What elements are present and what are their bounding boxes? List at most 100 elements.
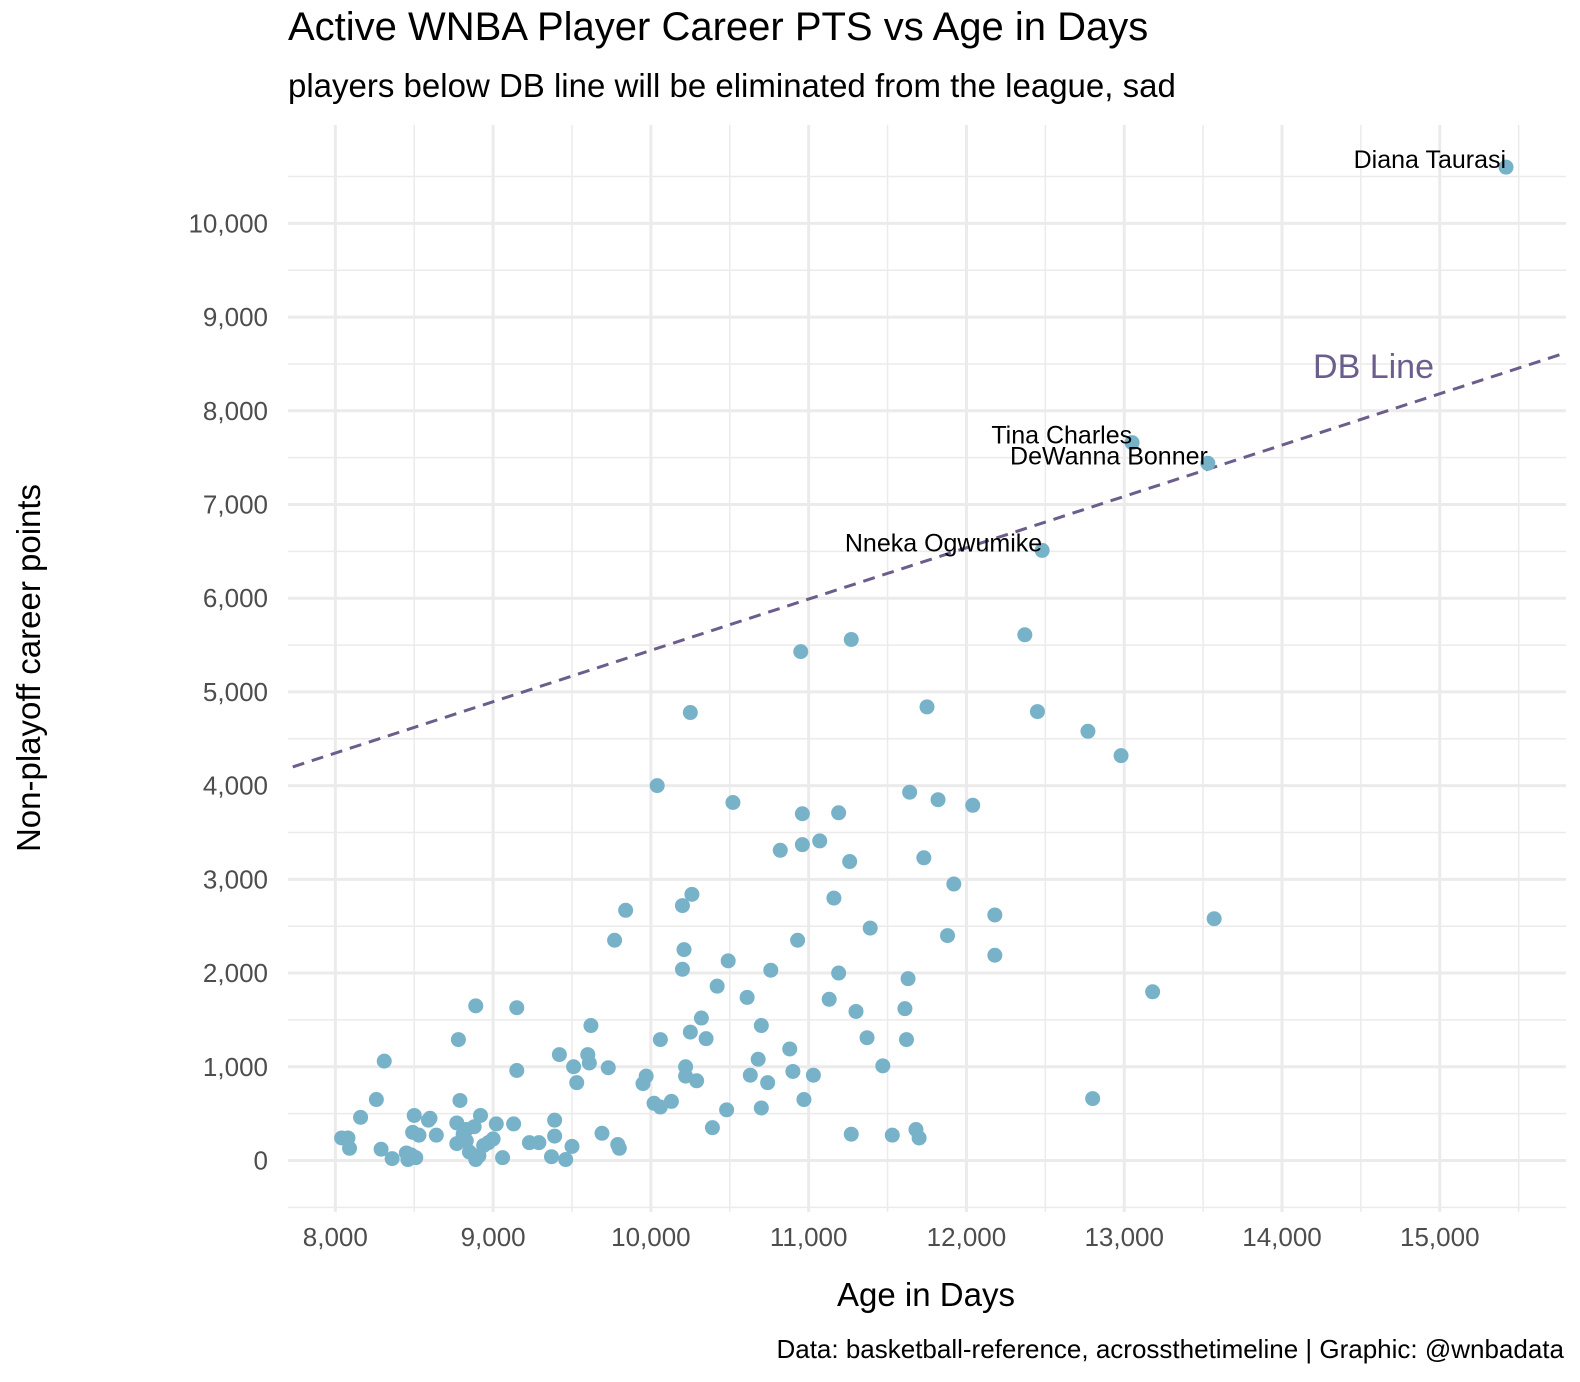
x-tick-label: 8,000 — [303, 1222, 368, 1252]
data-point — [709, 978, 725, 994]
data-point — [1145, 984, 1161, 1000]
x-tick-label: 15,000 — [1400, 1222, 1480, 1252]
data-point — [485, 1131, 501, 1147]
data-point — [420, 1112, 436, 1128]
data-point — [384, 1151, 400, 1167]
y-tick-label: 8,000 — [203, 396, 268, 426]
data-point — [704, 1120, 720, 1136]
data-point — [753, 1100, 769, 1116]
y-tick-label: 9,000 — [203, 302, 268, 332]
data-point — [638, 1068, 654, 1084]
chart-subtitle: players below DB line will be eliminated… — [288, 67, 1176, 104]
y-tick-label: 4,000 — [203, 771, 268, 801]
data-point — [506, 1116, 522, 1132]
data-point — [618, 902, 634, 918]
data-point — [509, 1000, 525, 1016]
labeled-data-point — [1498, 159, 1514, 175]
labeled-data-point — [1034, 542, 1050, 558]
data-point — [450, 1032, 466, 1048]
data-point — [693, 1010, 709, 1026]
data-point — [812, 833, 828, 849]
player-label: Nneka Ogwumike — [845, 529, 1042, 557]
data-point — [1113, 748, 1129, 764]
data-point — [739, 989, 755, 1005]
data-point — [373, 1141, 389, 1157]
y-axis-ticks: 0 1,000 2,000 3,000 4,000 5,000 6,000 7,000 8,00… — [188, 208, 268, 1175]
data-point — [468, 998, 484, 1014]
data-point — [911, 1130, 927, 1146]
data-point — [678, 1059, 694, 1075]
x-tick-label: 12,000 — [927, 1222, 1007, 1252]
data-point — [898, 1032, 914, 1048]
data-point — [566, 1059, 582, 1075]
data-point — [607, 932, 623, 948]
data-point — [466, 1119, 482, 1135]
data-point — [897, 1001, 913, 1017]
data-point — [600, 1060, 616, 1076]
data-point — [940, 928, 956, 944]
data-point — [368, 1092, 384, 1108]
data-point — [782, 1041, 798, 1057]
data-point — [1080, 723, 1096, 739]
player-label: Diana Taurasi — [1354, 146, 1506, 174]
data-point — [649, 778, 665, 794]
data-point — [543, 1149, 559, 1165]
data-point — [785, 1063, 801, 1079]
data-point — [719, 1102, 735, 1118]
x-tick-label: 14,000 — [1242, 1222, 1322, 1252]
data-point — [843, 1126, 859, 1142]
data-point — [753, 1018, 769, 1034]
y-tick-label: 0 — [254, 1145, 268, 1175]
data-point — [458, 1133, 474, 1149]
data-point — [859, 1030, 875, 1046]
data-point — [551, 1047, 567, 1063]
data-point — [558, 1152, 574, 1168]
data-point — [547, 1128, 563, 1144]
data-point — [376, 1053, 392, 1069]
data-points — [334, 159, 1514, 1168]
data-point — [831, 965, 847, 981]
data-point — [919, 699, 935, 715]
data-point — [1017, 627, 1033, 643]
data-point — [674, 898, 690, 914]
data-point — [821, 991, 837, 1007]
player-label: Tina Charles — [991, 422, 1132, 450]
y-tick-label: 6,000 — [203, 583, 268, 613]
data-point — [488, 1116, 504, 1132]
data-point — [611, 1140, 627, 1156]
data-point — [684, 886, 700, 902]
data-point — [408, 1150, 424, 1166]
data-point — [569, 1075, 585, 1091]
data-point — [946, 876, 962, 892]
y-axis-title: Non-playoff career points — [10, 484, 47, 852]
data-point — [965, 797, 981, 813]
data-point — [900, 971, 916, 987]
data-point — [793, 644, 809, 660]
data-point — [652, 1032, 668, 1048]
data-point — [495, 1150, 511, 1166]
data-point — [564, 1138, 580, 1154]
db-reference-line — [292, 351, 1567, 769]
data-point — [875, 1058, 891, 1074]
major-gridlines — [288, 125, 1566, 1212]
data-point — [353, 1109, 369, 1125]
data-point — [509, 1063, 525, 1079]
y-tick-label: 2,000 — [203, 958, 268, 988]
data-point — [1206, 911, 1222, 927]
data-point — [342, 1140, 358, 1156]
data-point — [843, 631, 859, 647]
data-point — [760, 1075, 776, 1091]
data-point — [794, 837, 810, 853]
data-point — [689, 1073, 705, 1089]
data-point — [862, 920, 878, 936]
data-point — [987, 947, 1003, 963]
data-point — [452, 1092, 468, 1108]
y-tick-label: 5,000 — [203, 677, 268, 707]
x-tick-label: 11,000 — [770, 1222, 848, 1252]
data-point — [742, 1067, 758, 1083]
data-point — [652, 1099, 668, 1115]
data-point — [916, 850, 932, 866]
x-tick-label: 10,000 — [611, 1222, 691, 1252]
x-axis-ticks: 8,000 9,000 10,000 11,000 12,000 13,000 14,000… — [303, 1222, 1480, 1252]
